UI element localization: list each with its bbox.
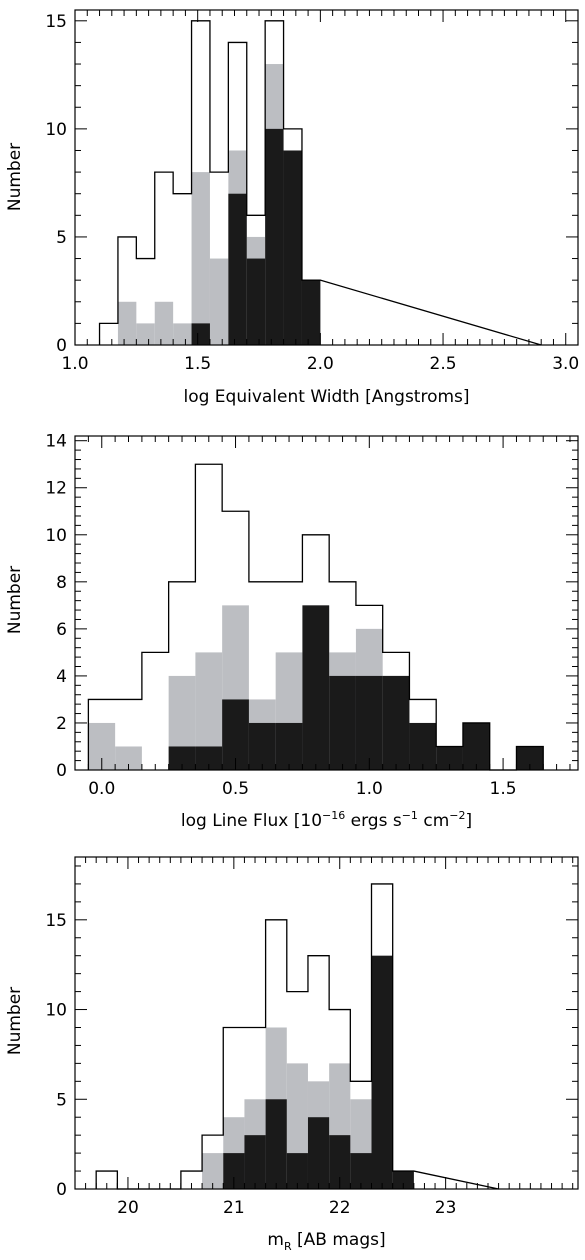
bar-black bbox=[191, 323, 210, 345]
bar-black bbox=[301, 280, 321, 345]
y-tick-label: 10 bbox=[45, 120, 67, 140]
bar-black bbox=[329, 1135, 351, 1189]
bar-black bbox=[371, 955, 393, 1189]
bar-black bbox=[329, 675, 356, 770]
x-tick-label: 2.5 bbox=[430, 354, 457, 374]
x-tick-label: 1.5 bbox=[490, 779, 517, 799]
y-axis-label: Number bbox=[5, 987, 25, 1055]
axes-frame bbox=[74, 9, 579, 346]
histogram-equivalent-width: 1.0 1.5 2.0 2.5 3.0 0 5 10 15 Number log Equivalen… bbox=[5, 9, 579, 407]
x-axis-label: mR [AB mags] bbox=[267, 1230, 385, 1253]
y-tick-label: 5 bbox=[56, 228, 67, 248]
series-all-outline bbox=[98, 20, 542, 346]
x-tick-label: 0.5 bbox=[222, 779, 249, 799]
series-black bbox=[191, 128, 321, 345]
bar-black bbox=[355, 675, 383, 770]
y-tick-label: 10 bbox=[45, 526, 67, 546]
y-tick-label: 0 bbox=[56, 336, 67, 356]
bar-grey bbox=[209, 258, 229, 345]
bar-black bbox=[382, 675, 410, 770]
bar-black bbox=[283, 150, 302, 345]
x-tick-label: 1.5 bbox=[184, 354, 211, 374]
x-tick-label: 22 bbox=[329, 1198, 351, 1218]
y-tick-label: 5 bbox=[56, 1090, 67, 1110]
y-tick-label: 4 bbox=[56, 667, 67, 687]
bar-black bbox=[275, 722, 303, 770]
bar-grey bbox=[191, 172, 210, 345]
bar-black bbox=[168, 746, 196, 770]
y-tick-label: 2 bbox=[56, 714, 67, 734]
y-tick-label: 10 bbox=[45, 1001, 67, 1021]
histogram-r-magnitude: 20 21 22 23 0 5 10 15 Number mR [AB mags] bbox=[5, 856, 579, 1253]
panel-r-magnitude: 20 21 22 23 0 5 10 15 Number mR [AB mags] bbox=[0, 840, 585, 1260]
x-tick-label: 0.0 bbox=[88, 779, 115, 799]
bar-black bbox=[392, 1171, 414, 1189]
bar-black bbox=[195, 746, 223, 770]
bar-grey bbox=[136, 323, 155, 345]
x-tick-label: 1.0 bbox=[356, 779, 383, 799]
bar-black bbox=[244, 1135, 266, 1189]
bar-black bbox=[302, 605, 330, 770]
y-tick-label: 6 bbox=[56, 620, 67, 640]
axes-frame bbox=[74, 435, 579, 771]
y-tick-label: 12 bbox=[45, 479, 67, 499]
bar-grey bbox=[154, 301, 174, 345]
x-tick-label: 2.0 bbox=[307, 354, 334, 374]
series-black bbox=[168, 605, 544, 770]
axes-frame bbox=[74, 856, 579, 1190]
series-black bbox=[223, 955, 414, 1189]
x-tick-label: 23 bbox=[435, 1198, 457, 1218]
panel-line-flux: 0.0 0.5 1.0 1.5 0 2 4 6 8 10 12 14 Number log Line Fl… bbox=[0, 420, 585, 840]
bar-black bbox=[286, 1153, 308, 1189]
y-tick-label: 15 bbox=[45, 911, 67, 931]
y-axis-label: Number bbox=[5, 143, 25, 211]
bar-grey bbox=[117, 301, 137, 345]
y-axis-label: Number bbox=[5, 566, 25, 634]
bar-black bbox=[516, 746, 544, 770]
bar-grey bbox=[202, 1153, 224, 1189]
y-tick-label: 0 bbox=[56, 1180, 67, 1200]
bar-black bbox=[436, 746, 463, 770]
x-axis-label: log Line Flux [10−16 ergs s−1 cm−2] bbox=[181, 809, 472, 831]
bar-black bbox=[223, 1153, 245, 1189]
bar-black bbox=[228, 193, 247, 345]
bar-black bbox=[248, 722, 276, 770]
x-tick-label: 20 bbox=[117, 1198, 139, 1218]
bar-black bbox=[265, 1099, 287, 1189]
x-tick-label: 1.0 bbox=[61, 354, 88, 374]
x-axis-label: log Equivalent Width [Angstroms] bbox=[183, 387, 469, 407]
y-tick-label: 14 bbox=[45, 432, 67, 452]
bar-black bbox=[246, 258, 266, 345]
y-tick-label: 0 bbox=[56, 761, 67, 781]
bar-black bbox=[462, 722, 490, 770]
bar-black bbox=[265, 128, 284, 345]
y-tick-label: 8 bbox=[56, 573, 67, 593]
x-tick-label: 21 bbox=[223, 1198, 245, 1218]
bar-grey bbox=[115, 746, 142, 770]
bar-black bbox=[409, 722, 437, 770]
bar-black bbox=[350, 1153, 372, 1189]
panel-equivalent-width: 1.0 1.5 2.0 2.5 3.0 0 5 10 15 Number log Equivalen… bbox=[0, 0, 585, 420]
series-all-outline bbox=[87, 463, 544, 771]
x-tick-label: 3.0 bbox=[552, 354, 579, 374]
bar-grey bbox=[173, 323, 192, 345]
bar-black bbox=[307, 1117, 330, 1189]
histogram-line-flux: 0.0 0.5 1.0 1.5 0 2 4 6 8 10 12 14 Number log Line Fl… bbox=[5, 432, 579, 831]
y-tick-label: 15 bbox=[45, 12, 67, 32]
